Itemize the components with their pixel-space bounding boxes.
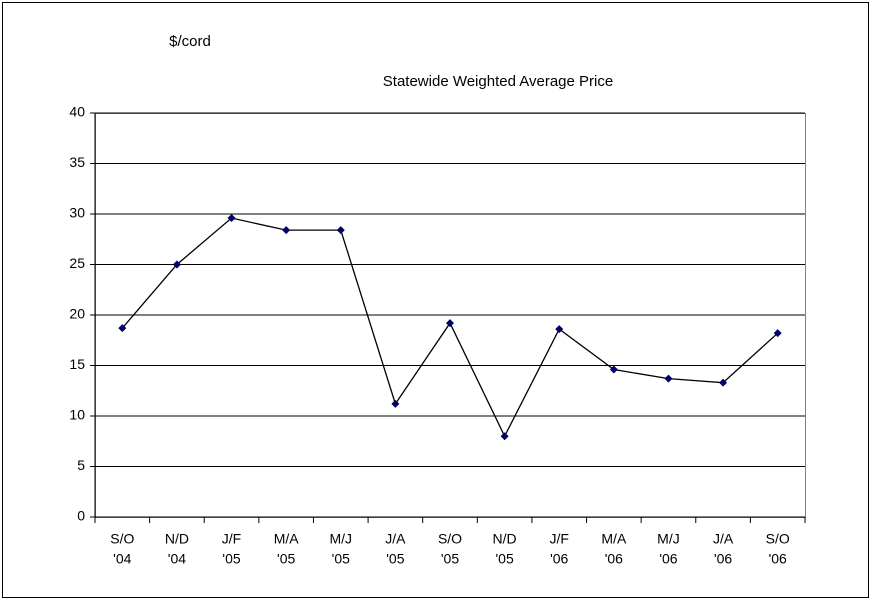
x-tick-label: '05 (277, 551, 295, 567)
x-tick-label: '05 (441, 551, 459, 567)
data-point (446, 319, 454, 328)
x-tick-label: J/F (550, 531, 569, 547)
data-point (118, 324, 127, 333)
chart-title: Statewide Weighted Average Price (383, 73, 613, 90)
y-tick-label: 30 (69, 205, 85, 221)
x-tick-label: M/A (274, 531, 300, 547)
x-tick-label: S/O (766, 531, 790, 547)
data-point (500, 432, 509, 441)
x-tick-label: '05 (222, 551, 240, 567)
data-point (336, 226, 345, 235)
x-tick-label: N/D (493, 531, 517, 547)
x-tick-label: '06 (550, 551, 568, 567)
y-tick-label: 35 (69, 154, 85, 170)
data-point (172, 260, 181, 269)
x-tick-label: '06 (659, 551, 677, 567)
x-tick-label: '04 (168, 551, 186, 567)
x-tick-label: N/D (165, 531, 189, 547)
x-tick-label: '05 (495, 551, 513, 567)
y-tick-label: 15 (69, 356, 85, 372)
data-point (227, 214, 236, 223)
data-point (282, 226, 291, 235)
x-tick-label: J/A (713, 531, 734, 547)
data-point (391, 399, 400, 408)
y-tick-label: 0 (77, 508, 85, 524)
x-tick-label: '05 (386, 551, 404, 567)
y-axis-label: $/cord (169, 33, 211, 50)
x-tick-label: S/O (110, 531, 134, 547)
x-tick-label: S/O (438, 531, 462, 547)
x-tick-label: J/A (385, 531, 406, 547)
x-tick-label: '06 (714, 551, 732, 567)
x-tick-label: '06 (605, 551, 623, 567)
y-tick-label: 20 (69, 306, 85, 322)
x-tick-label: M/J (329, 531, 352, 547)
x-tick-label: '05 (332, 551, 350, 567)
data-point (773, 329, 782, 338)
x-tick-label: M/A (601, 531, 627, 547)
x-tick-label: M/J (657, 531, 680, 547)
data-point (719, 378, 728, 387)
x-tick-label: '04 (113, 551, 131, 567)
data-point (609, 365, 618, 374)
y-tick-label: 10 (69, 407, 85, 423)
y-tick-label: 5 (77, 457, 85, 473)
x-tick-label: '06 (769, 551, 787, 567)
data-point (555, 325, 564, 334)
x-tick-label: J/F (222, 531, 241, 547)
y-tick-label: 40 (69, 104, 85, 120)
data-point (664, 374, 673, 383)
y-tick-label: 25 (69, 255, 85, 271)
